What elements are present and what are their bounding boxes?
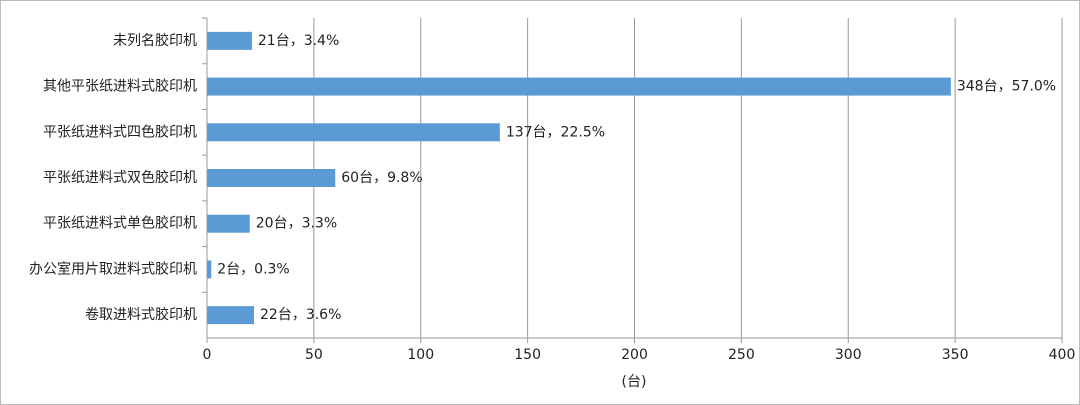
bar: [207, 214, 250, 233]
x-tick-label: 150: [514, 347, 541, 363]
value-label: 60台，9.8%: [341, 170, 422, 186]
value-label: 348台，57.0%: [957, 79, 1056, 95]
y-tick-label: 平张纸进料式单色胶印机: [43, 215, 197, 232]
x-tick-label: 50: [305, 347, 323, 363]
y-tick-label: 办公室用片取进料式胶印机: [29, 260, 197, 277]
bar: [207, 260, 212, 279]
y-tick-label: 未列名胶印机: [113, 32, 197, 49]
bar: [207, 77, 951, 96]
y-tick-label: 平张纸进料式双色胶印机: [43, 169, 197, 186]
x-tick-label: 100: [407, 347, 434, 363]
x-axis-label: (台): [622, 374, 647, 390]
y-tick-label: 卷取进料式胶印机: [85, 306, 197, 323]
value-label: 21台，3.4%: [258, 33, 339, 49]
bar: [207, 169, 336, 187]
x-tick-label: 400: [1049, 347, 1076, 363]
bar: [207, 306, 255, 325]
x-tick-label: 350: [942, 347, 969, 363]
bar: [207, 31, 252, 50]
x-tick-label: 200: [621, 347, 648, 363]
value-label: 20台，3.3%: [256, 216, 337, 232]
value-label: 137台，22.5%: [506, 124, 605, 140]
x-tick-label: 0: [203, 347, 212, 363]
y-tick-label: 其他平张纸进料式胶印机: [43, 78, 197, 95]
value-label: 2台，0.3%: [217, 261, 289, 277]
bar: [207, 123, 500, 142]
value-label: 22台，3.6%: [260, 307, 341, 323]
x-tick-label: 250: [728, 347, 755, 363]
y-tick-label: 平张纸进料式四色胶印机: [43, 123, 197, 140]
x-tick-label: 300: [835, 347, 862, 363]
